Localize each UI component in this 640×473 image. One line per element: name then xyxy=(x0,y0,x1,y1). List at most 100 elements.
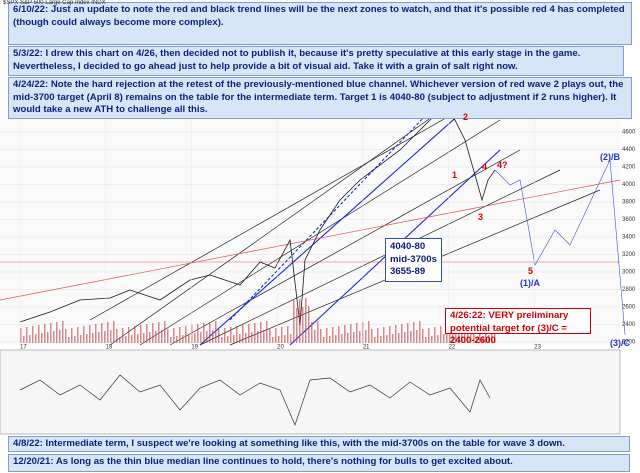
volume-bar xyxy=(353,332,355,343)
volume-bar xyxy=(332,327,334,343)
volume-bar xyxy=(71,328,73,343)
y-tick-label: 4000 xyxy=(622,182,636,188)
y-tick-label: 3800 xyxy=(622,200,636,206)
y-tick-label: 2600 xyxy=(622,305,636,311)
x-tick-label: 23 xyxy=(534,345,541,351)
volume-bar xyxy=(416,330,418,343)
indicator-line xyxy=(19,374,491,426)
x-tick-label: 21 xyxy=(363,345,370,351)
wave-label: (1)/A xyxy=(520,278,540,288)
volume-bar xyxy=(185,326,187,343)
volume-bar xyxy=(368,321,370,343)
red-trend-line xyxy=(0,179,621,301)
volume-bar xyxy=(473,329,475,343)
volume-bar xyxy=(386,335,388,343)
volume-bar xyxy=(224,328,226,343)
volume-bar xyxy=(389,326,391,343)
volume-bar xyxy=(266,321,268,343)
volume-bar xyxy=(62,321,64,343)
volume-bar xyxy=(413,322,415,343)
volume-bar xyxy=(407,323,409,343)
volume-bar xyxy=(179,327,181,343)
volume-bar xyxy=(311,322,313,343)
y-tick-label: 2800 xyxy=(622,287,636,293)
volume-bar xyxy=(302,307,304,343)
volume-bar xyxy=(83,326,85,343)
volume-bar xyxy=(149,332,151,343)
volume-bar xyxy=(92,333,94,343)
volume-bar xyxy=(251,332,253,343)
volume-bar xyxy=(275,328,277,343)
annotation: 4/8/22: Intermediate term, I suspect we'… xyxy=(8,436,630,452)
volume-bar xyxy=(152,323,154,343)
volume-bar xyxy=(245,333,247,343)
volume-bar xyxy=(299,299,301,343)
y-tick-label: 3000 xyxy=(622,270,636,276)
volume-bar xyxy=(248,324,250,343)
wave-label: 1 xyxy=(452,170,458,180)
level: 3655-89 xyxy=(390,266,426,277)
volume-bar xyxy=(344,325,346,343)
volume-bar xyxy=(158,322,160,343)
wave-label: 2 xyxy=(463,112,469,122)
volume-bar xyxy=(383,327,385,343)
volume-bar xyxy=(422,329,424,343)
y-tick-label: 2200 xyxy=(622,340,636,346)
y-tick-label: 3600 xyxy=(622,217,636,223)
volume-bar xyxy=(80,335,82,343)
price-line xyxy=(19,109,496,326)
volume-bar xyxy=(419,321,421,343)
volume-bar xyxy=(65,329,67,343)
volume-bar xyxy=(113,321,115,343)
volume-bar xyxy=(188,334,190,343)
volume-bar xyxy=(467,330,469,343)
wave-label: (3)/C xyxy=(610,338,630,348)
wave-label: 3 xyxy=(478,212,484,222)
volume-bar xyxy=(305,298,307,343)
volume-bar xyxy=(491,326,493,343)
volume-bar xyxy=(395,325,397,343)
volume-bar xyxy=(356,323,358,343)
volume-bar xyxy=(50,323,52,343)
annotation: 6/10/22: Just an update to note the red … xyxy=(8,2,632,45)
annotation: 12/20/21: As long as the thin blue media… xyxy=(8,454,630,472)
volume-bar xyxy=(86,334,88,343)
volume-bar xyxy=(281,327,283,343)
y-tick-label: 4400 xyxy=(622,147,636,153)
wave-label: 4? xyxy=(497,160,508,170)
volume-bar xyxy=(77,327,79,343)
volume-bar xyxy=(161,330,163,343)
volume-bar xyxy=(341,334,343,343)
volume-bars xyxy=(20,298,496,343)
volume-bar xyxy=(404,332,406,343)
wave-label: (2)/B xyxy=(600,152,620,162)
volume-bar xyxy=(398,333,400,343)
volume-bar xyxy=(98,332,100,343)
volume-bar xyxy=(146,324,148,343)
volume-bar xyxy=(293,300,295,343)
volume-bar xyxy=(434,327,436,343)
level: mid-3700s xyxy=(390,253,437,265)
volume-bar xyxy=(263,330,265,343)
annotation: 5/3/22: I drew this chart on 4/26, then … xyxy=(8,46,624,76)
volume-bar xyxy=(125,336,127,343)
y-tick-label: 4200 xyxy=(622,165,636,171)
volume-bar xyxy=(131,335,133,343)
projected-path xyxy=(494,158,626,336)
volume-bar xyxy=(479,328,481,343)
level: 4040-80 xyxy=(390,241,426,252)
volume-bar xyxy=(173,328,175,343)
volume-bar xyxy=(143,333,145,343)
volume-bar xyxy=(287,326,289,343)
volume-bar xyxy=(455,332,457,343)
volume-bar xyxy=(371,329,373,343)
volume-bar xyxy=(377,328,379,343)
y-tick-label: 4600 xyxy=(622,130,636,136)
volume-bar xyxy=(350,324,352,343)
wave-label: 4 xyxy=(482,162,488,172)
volume-bar xyxy=(167,329,169,343)
x-tick-label: 20 xyxy=(277,345,284,351)
volume-bar xyxy=(380,336,382,343)
volume-bar xyxy=(200,332,202,343)
